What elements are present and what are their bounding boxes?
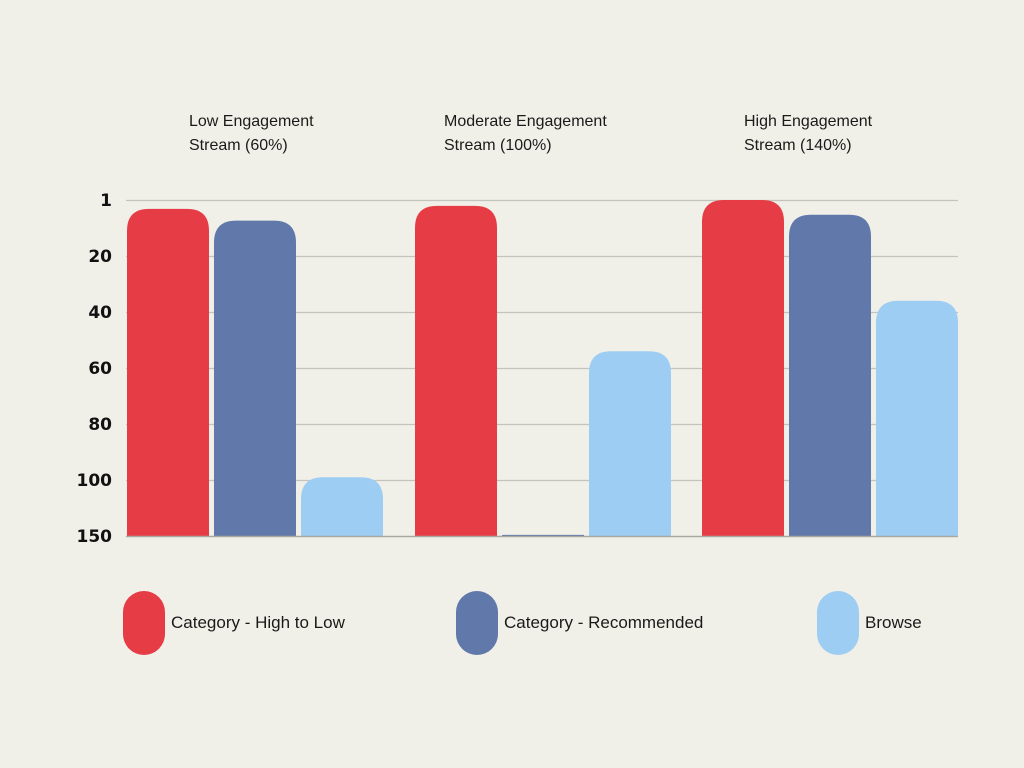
legend-item-browse: Browse: [817, 591, 922, 655]
y-tick-label: 40: [88, 303, 112, 323]
group-title-0: Low Engagement Stream (60%): [189, 113, 314, 154]
legend-label: Browse: [865, 613, 922, 632]
y-tick-label: 1: [100, 191, 112, 211]
y-tick-label: 100: [77, 471, 113, 491]
group-title-2: High Engagement Stream (140%): [744, 113, 873, 154]
bar-browse-0: [301, 477, 383, 536]
legend-swatch: [817, 591, 859, 655]
group-title-1: Moderate Engagement Stream (100%): [444, 113, 607, 154]
y-axis-ticks: 1 20 40 60 80 100 150: [77, 191, 113, 547]
y-tick-label: 60: [88, 359, 112, 379]
legend-item-recommended: Category - Recommended: [456, 591, 703, 655]
bar-category-high-to-low-2: [702, 200, 784, 536]
legend-swatch: [456, 591, 498, 655]
legend-item-high-to-low: Category - High to Low: [123, 591, 345, 655]
legend-swatch: [123, 591, 165, 655]
bar-category-recommended-0: [214, 220, 296, 536]
bar-browse-2: [876, 300, 958, 536]
bar-category-recommended-2: [789, 214, 871, 536]
y-tick-label: 80: [88, 415, 112, 435]
legend-label: Category - High to Low: [171, 613, 345, 632]
bar-category-recommended-1: [502, 534, 584, 536]
bar-category-high-to-low-1: [415, 205, 497, 537]
y-tick-label: 150: [77, 527, 113, 547]
y-tick-label: 20: [88, 247, 112, 267]
bars: [127, 200, 958, 537]
bar-browse-1: [589, 351, 671, 536]
legend-label: Category - Recommended: [504, 613, 704, 632]
bar-category-high-to-low-0: [127, 208, 209, 536]
